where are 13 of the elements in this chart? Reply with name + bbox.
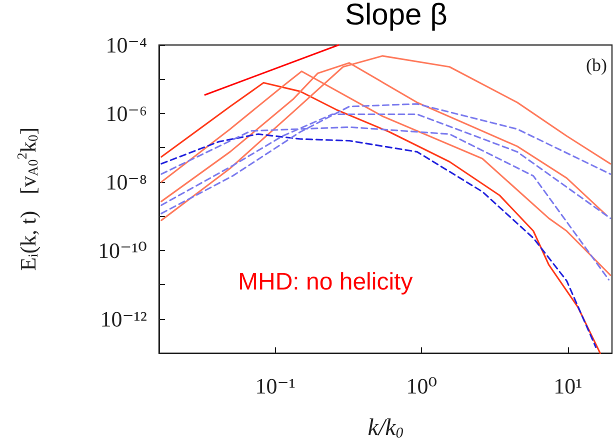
x-tick-label: 10⁻¹ (255, 374, 296, 399)
y-tick-label: 10⁻⁸ (106, 169, 147, 194)
y-tick-label: 10⁻⁶ (106, 100, 147, 126)
x-tick-label: 10¹ (554, 374, 582, 399)
x-tick-label: 10⁰ (406, 374, 438, 399)
y-tick-label: 10⁻⁴ (106, 32, 148, 58)
annotation: (b) (586, 55, 608, 75)
y-axis-title: Ei(k, t) [vA02k0] (14, 127, 40, 271)
y-tick-label: 10⁻¹⁰ (98, 238, 148, 263)
annotation: MHD: no helicity (238, 268, 413, 296)
x-axis-title: k/k0 (368, 415, 404, 442)
y-tick-label: 10⁻¹² (100, 306, 148, 332)
text: Slope β (345, 0, 448, 32)
